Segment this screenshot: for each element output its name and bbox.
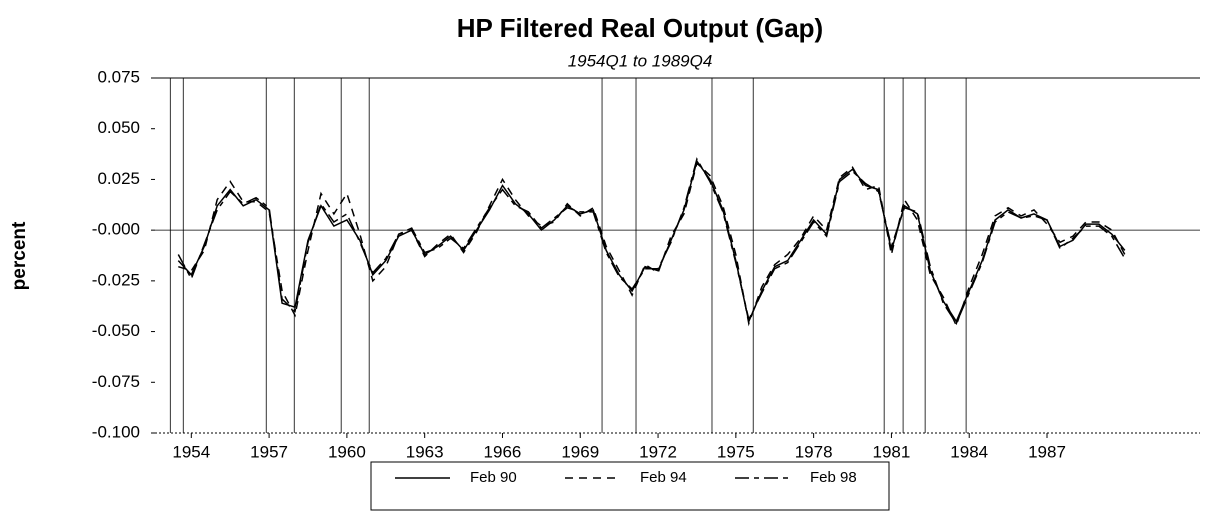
series-line [177,159,1126,324]
legend-label: Feb 98 [810,469,857,486]
x-tick-label: 1969 [561,442,599,461]
y-tick-label: 0.075 [97,67,140,86]
legend-box [370,461,890,511]
x-tick-label: 1981 [873,442,911,461]
chart-subtitle: 1954Q1 to 1989Q4 [568,51,713,70]
x-tick-label: 1957 [250,442,288,461]
series-line [177,157,1126,326]
x-tick-label: 1954 [172,442,210,461]
y-tick-label: 0.025 [97,169,140,188]
legend-label: Feb 90 [470,469,517,486]
legend-label: Feb 94 [640,469,687,486]
y-tick-label: -0.025 [92,270,140,289]
y-tick-label: -0.100 [92,422,140,441]
y-tick-label: 0.050 [97,118,140,137]
series-line [178,161,1126,328]
x-tick-label: 1966 [484,442,522,461]
y-tick-label: -0.075 [92,372,140,391]
x-tick-label: 1978 [795,442,833,461]
chart-title: HP Filtered Real Output (Gap) [457,13,823,43]
x-tick-label: 1987 [1028,442,1066,461]
x-tick-label: 1960 [328,442,366,461]
x-tick-label: 1972 [639,442,677,461]
x-tick-label: 1963 [406,442,444,461]
y-axis-label: percent [9,221,30,290]
y-tick-label: -0.000 [92,220,140,239]
x-tick-label: 1975 [717,442,755,461]
y-tick-label: -0.050 [92,321,140,340]
x-tick-label: 1984 [950,442,988,461]
